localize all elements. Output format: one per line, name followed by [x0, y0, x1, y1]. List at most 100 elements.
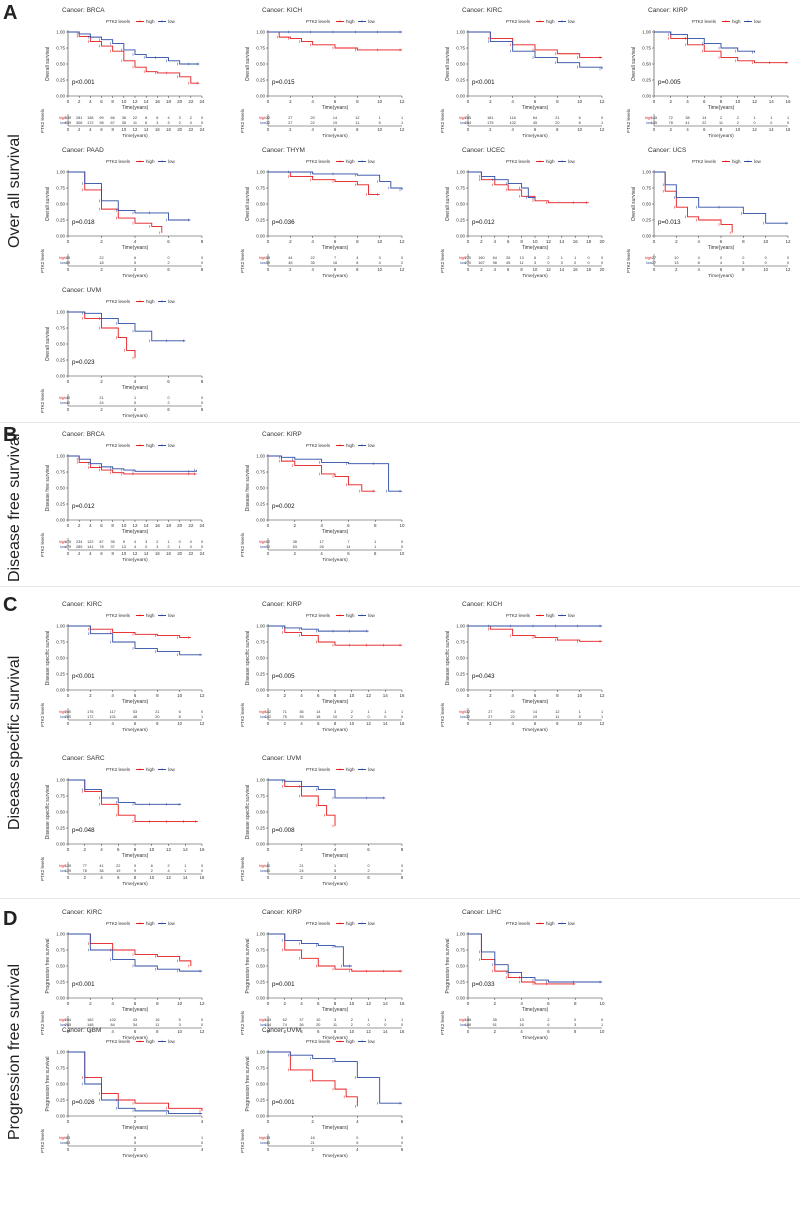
risk-x-tick-label: 0: [267, 1029, 270, 1034]
chart-title: Cancer: BRCA: [62, 7, 105, 14]
x-tick-label: 10: [177, 693, 183, 698]
legend-high-label: high: [346, 159, 355, 164]
chart-title: Cancer: UVM: [62, 287, 101, 294]
risk-low-count: 75: [283, 715, 287, 719]
y-tick-label: 0.25: [56, 78, 65, 83]
risk-x-tick-label: 12: [400, 127, 405, 132]
risk-x-tick-label: 6: [334, 127, 337, 132]
risk-low-count: 306: [76, 121, 82, 125]
x-tick-label: 0: [467, 1001, 470, 1006]
risk-x-tick-label: 6: [547, 1029, 550, 1034]
p-value: p=0.015: [272, 79, 295, 86]
risk-low-count: 98: [99, 121, 103, 125]
x-axis-label: Time(years): [122, 385, 149, 391]
legend-low-label: low: [368, 443, 376, 448]
risk-x-tick-label: 2: [100, 407, 103, 412]
risk-x-tick-label: 6: [401, 1147, 404, 1152]
y-tick-label: 1.00: [456, 170, 465, 175]
chart-legend: PTK2 levels + high + low: [106, 1039, 176, 1045]
risk-high-count: 21: [555, 116, 559, 120]
section-divider: [0, 422, 800, 423]
y-tick-label: 0.75: [56, 326, 65, 331]
risk-high-count: 264: [65, 1018, 71, 1022]
risk-low-label: low: [646, 261, 652, 265]
legend-high-label: high: [346, 19, 355, 24]
risk-x-tick-label: 4: [300, 1029, 303, 1034]
x-tick-label: 2: [311, 1119, 314, 1124]
risk-high-count: 5: [123, 540, 125, 544]
risk-x-tick-label: 12: [200, 721, 205, 726]
risk-high-count: 1: [401, 116, 403, 120]
x-tick-label: 6: [534, 693, 537, 698]
risk-table-label: PTK2 levels: [626, 248, 631, 273]
x-tick-label: 22: [188, 523, 194, 528]
x-tick-label: 6: [334, 99, 337, 104]
risk-low-count: 11: [155, 1023, 159, 1027]
x-tick-label: 10: [377, 239, 383, 244]
risk-x-axis-label: Time(years): [322, 133, 348, 139]
risk-low-count: 37: [111, 545, 115, 549]
risk-x-tick-label: 0: [653, 127, 656, 132]
risk-high-count: 10: [316, 1018, 320, 1022]
risk-x-tick-label: 22: [188, 127, 193, 132]
risk-high-count: 181: [487, 116, 493, 120]
chart-legend: PTK2 levels + high + low: [506, 159, 576, 165]
risk-high-count: 1: [201, 1136, 203, 1140]
risk-high-count: 36: [122, 116, 126, 120]
section-letter-d: D: [3, 908, 18, 930]
km-panel-c-kich: Cancer: KICH PTK2 levels + high + low 0.00 0.25…: [432, 598, 612, 798]
x-tick-label: 16: [199, 847, 205, 852]
x-tick-label: 14: [559, 239, 565, 244]
x-tick-label: 12: [199, 693, 205, 698]
risk-high-count: 27: [488, 710, 492, 714]
km-chart-svg: Cancer: KIRC PTK2 levels + high + low 0.00 0.25…: [440, 7, 605, 139]
risk-x-tick-label: 14: [144, 127, 149, 132]
p-value: p=0.018: [72, 219, 95, 226]
risk-low-count: 39: [299, 715, 303, 719]
risk-high-count: 3: [145, 540, 147, 544]
y-tick-label: 0.00: [256, 94, 265, 99]
risk-high-count: 83: [66, 1136, 70, 1140]
risk-low-count: 84: [111, 1023, 115, 1027]
chart-title: Cancer: LIHC: [462, 909, 502, 916]
legend-high-mark: +: [339, 613, 342, 619]
legend-high-label: high: [146, 19, 155, 24]
risk-low-count: 13: [122, 545, 126, 549]
risk-low-count: 145: [651, 121, 657, 125]
risk-low-count: 45: [533, 121, 537, 125]
risk-x-tick-label: 0: [467, 267, 470, 272]
risk-x-tick-label: 8: [574, 1029, 577, 1034]
y-tick-label: 1.00: [456, 30, 465, 35]
risk-x-tick-label: 0: [67, 407, 70, 412]
risk-x-tick-label: 0: [67, 551, 70, 556]
x-tick-label: 6: [347, 523, 350, 528]
risk-high-count: 160: [478, 256, 484, 260]
risk-table-label: PTK2 levels: [440, 1010, 445, 1035]
x-tick-label: 10: [377, 99, 383, 104]
legend-high-mark: +: [139, 1039, 142, 1045]
risk-x-tick-label: 12: [366, 721, 371, 726]
y-axis-label: Overall survival: [245, 47, 251, 81]
risk-low-count: 0: [201, 1141, 203, 1145]
risk-high-count: 4: [134, 540, 136, 544]
risk-x-tick-label: 6: [100, 127, 103, 132]
risk-x-tick-label: 0: [467, 1029, 470, 1034]
x-axis-label: Time(years): [708, 245, 735, 251]
risk-x-tick-label: 12: [133, 127, 138, 132]
risk-x-tick-label: 4: [697, 267, 700, 272]
risk-low-count: 129: [65, 869, 71, 873]
risk-low-count: 0: [601, 261, 603, 265]
risk-low-count: 21: [311, 1141, 315, 1145]
risk-x-tick-label: 18: [166, 551, 171, 556]
risk-low-count: 172: [87, 715, 93, 719]
y-tick-label: 1.00: [642, 30, 651, 35]
risk-x-tick-label: 4: [89, 551, 92, 556]
legend-low-mark: +: [747, 19, 750, 25]
y-tick-label: 0.25: [456, 218, 465, 223]
chart-title: Cancer: THYM: [262, 147, 305, 154]
legend-high-label: high: [546, 613, 555, 618]
y-tick-label: 0.50: [56, 62, 65, 67]
risk-low-count: 0: [201, 261, 203, 265]
risk-high-count: 1: [753, 116, 755, 120]
x-tick-label: 2: [83, 847, 86, 852]
